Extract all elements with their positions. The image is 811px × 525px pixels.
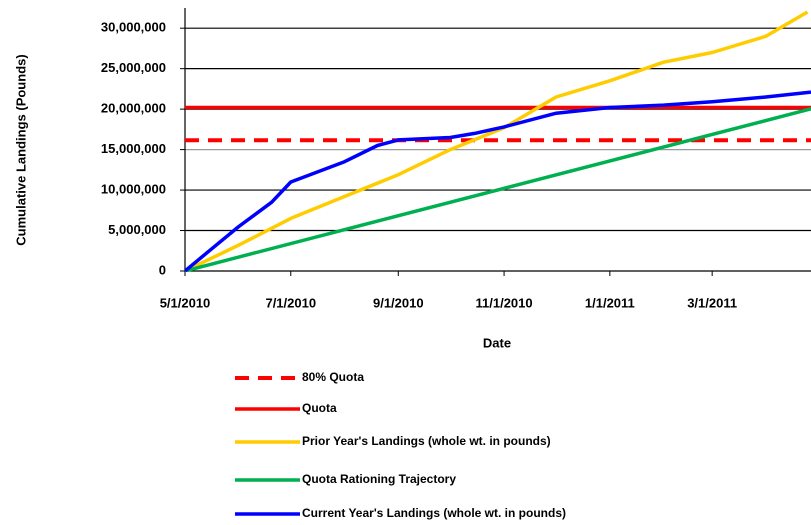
legend-label: Quota Rationing Trajectory (302, 472, 456, 486)
legend-label: 80% Quota (302, 370, 364, 384)
y-tick-label: 30,000,000 (101, 20, 166, 35)
x-tick-label: 3/1/2011 (687, 295, 737, 310)
legend-label: Quota (302, 401, 337, 415)
y-tick-label: 20,000,000 (101, 101, 166, 116)
plot-area (185, 10, 811, 272)
y-tick-label: 15,000,000 (101, 141, 166, 156)
x-tick-label: 5/1/2010 (160, 295, 211, 310)
x-tick-label: 1/1/2011 (585, 295, 635, 310)
x-tick-label: 9/1/2010 (373, 295, 424, 310)
legend-label: Prior Year's Landings (whole wt. in poun… (302, 434, 551, 448)
series-line (185, 107, 811, 272)
y-tick-label: 0 (159, 262, 166, 277)
legend-label: Current Year's Landings (whole wt. in po… (302, 506, 566, 520)
y-axis-title: Cumulative Landings (Pounds) (13, 54, 28, 245)
y-tick-label: 25,000,000 (101, 60, 166, 75)
series-line (185, 90, 811, 272)
y-tick-label: 10,000,000 (101, 182, 166, 197)
x-tick-label: 7/1/2010 (265, 295, 316, 310)
x-tick-label: 11/1/2010 (476, 295, 533, 310)
x-axis-title: Date (483, 335, 511, 350)
y-tick-label: 5,000,000 (108, 222, 166, 237)
